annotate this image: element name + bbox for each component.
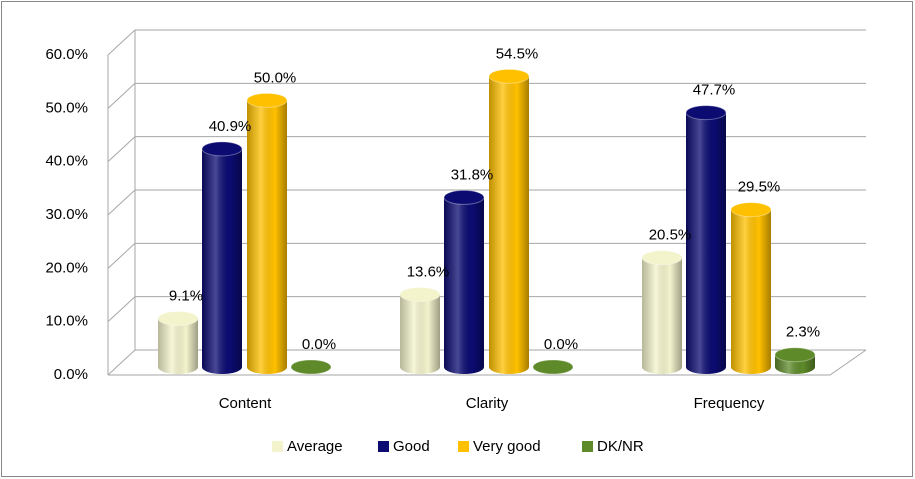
- y-tick-label: 20.0%: [45, 259, 88, 276]
- bar-top: [157, 310, 199, 326]
- bar-body-shade: [202, 148, 242, 367]
- data-label: 0.0%: [544, 336, 578, 353]
- bar-top: [488, 68, 530, 84]
- grid-line: [107, 189, 866, 216]
- bar-body-shade: [489, 76, 529, 367]
- legend-swatch: [272, 441, 283, 452]
- y-tick-label: 30.0%: [45, 206, 88, 223]
- bar: [290, 359, 332, 375]
- grid-line: [107, 349, 866, 376]
- grid-line: [107, 82, 866, 109]
- y-tick-label: 0.0%: [54, 366, 88, 383]
- legend-label: Good: [393, 438, 430, 455]
- x-tick-label: Frequency: [694, 395, 765, 412]
- data-label: 54.5%: [496, 45, 539, 62]
- grid-line: [107, 296, 866, 323]
- bar-top: [730, 202, 772, 218]
- data-label: 13.6%: [407, 263, 450, 280]
- y-tick-label: 60.0%: [45, 46, 88, 63]
- legend-swatch: [378, 441, 389, 452]
- bar: [157, 310, 199, 374]
- bar: [399, 286, 441, 374]
- legend-swatch: [458, 441, 469, 452]
- y-tick-label: 40.0%: [45, 153, 88, 170]
- bar-body-shade: [686, 112, 726, 367]
- bar-top: [532, 359, 574, 375]
- bar-top: [641, 250, 683, 266]
- bar: [685, 105, 727, 374]
- bar: [532, 359, 574, 375]
- bar: [641, 250, 683, 374]
- data-label: 31.8%: [451, 166, 494, 183]
- legend-swatch: [582, 441, 593, 452]
- bar-top: [399, 286, 441, 302]
- legend-label: Very good: [473, 438, 541, 455]
- data-label: 29.5%: [738, 179, 781, 196]
- bar-body-shade: [444, 197, 484, 367]
- grid-line: [107, 136, 866, 163]
- grid-line: [107, 29, 866, 56]
- y-tick-label: 50.0%: [45, 99, 88, 116]
- grid-line: [107, 242, 866, 269]
- data-label: 2.3%: [786, 324, 820, 341]
- data-label: 9.1%: [169, 287, 203, 304]
- bar-top: [246, 92, 288, 108]
- bar: [443, 189, 485, 374]
- bar: [246, 92, 288, 374]
- bar: [201, 141, 243, 374]
- bar-top: [685, 105, 727, 121]
- bar: [730, 202, 772, 374]
- x-tick-label: Content: [219, 395, 272, 412]
- x-tick-label: Clarity: [466, 395, 509, 412]
- bar: [774, 347, 816, 374]
- bar-body-shade: [247, 100, 287, 367]
- data-label: 47.7%: [693, 82, 736, 99]
- data-label: 40.9%: [209, 118, 252, 135]
- data-label: 0.0%: [302, 336, 336, 353]
- legend-label: Average: [287, 438, 343, 455]
- bar-top: [290, 359, 332, 375]
- legend-label: DK/NR: [597, 438, 644, 455]
- bar-top: [774, 347, 816, 363]
- floor-edge: [108, 349, 867, 376]
- bar: [488, 68, 530, 374]
- bar-top: [443, 189, 485, 205]
- bar-body-shade: [158, 318, 198, 367]
- data-label: 20.5%: [649, 227, 692, 244]
- bar-body-shade: [400, 294, 440, 367]
- data-label: 50.0%: [254, 69, 297, 86]
- bar-top: [201, 141, 243, 157]
- y-tick-label: 10.0%: [45, 313, 88, 330]
- bar-body-shade: [642, 257, 682, 367]
- bar-body-shade: [731, 209, 771, 367]
